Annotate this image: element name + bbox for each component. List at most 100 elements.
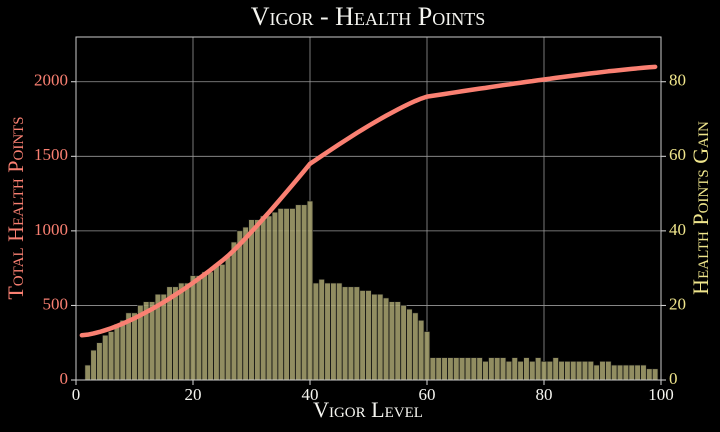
bar bbox=[113, 323, 121, 381]
bar bbox=[260, 215, 267, 381]
x-tick-label: 100 bbox=[648, 385, 674, 404]
bar bbox=[494, 357, 501, 381]
bar bbox=[622, 364, 629, 381]
x-tick-label: 40 bbox=[302, 385, 319, 404]
bar bbox=[148, 301, 156, 381]
y2-tick-label: 0 bbox=[669, 369, 678, 388]
bar bbox=[529, 361, 536, 381]
x-tick-label: 20 bbox=[185, 385, 202, 404]
bar bbox=[593, 364, 600, 381]
bar bbox=[213, 264, 220, 381]
bar bbox=[511, 357, 518, 381]
bar bbox=[552, 357, 559, 381]
bar bbox=[388, 301, 395, 381]
bar bbox=[581, 361, 589, 381]
bar bbox=[207, 271, 214, 381]
bar bbox=[283, 208, 290, 381]
bar bbox=[400, 305, 407, 381]
bar bbox=[108, 331, 115, 381]
bar bbox=[476, 357, 483, 381]
line bbox=[79, 64, 658, 338]
bar bbox=[453, 357, 460, 381]
y2-tick-label: 60 bbox=[669, 145, 686, 164]
bar bbox=[242, 226, 249, 381]
bar bbox=[406, 308, 413, 381]
bar bbox=[558, 361, 565, 381]
bar bbox=[616, 364, 624, 381]
bar bbox=[301, 204, 308, 381]
bar bbox=[605, 361, 612, 381]
bar bbox=[429, 357, 436, 381]
bar bbox=[119, 320, 126, 381]
y2-tick-label: 40 bbox=[669, 220, 686, 239]
y-tick-label: 2000 bbox=[34, 71, 68, 90]
bar bbox=[464, 357, 472, 381]
bar bbox=[499, 357, 507, 381]
bar bbox=[318, 279, 325, 381]
bar bbox=[488, 357, 495, 381]
bar bbox=[365, 290, 372, 381]
bar bbox=[535, 357, 542, 381]
bar bbox=[178, 282, 185, 381]
bar bbox=[377, 293, 384, 381]
bar bbox=[353, 286, 360, 381]
bar bbox=[84, 364, 91, 381]
bar bbox=[394, 301, 401, 381]
bar bbox=[371, 293, 378, 381]
bar bbox=[441, 357, 448, 381]
bar bbox=[412, 312, 419, 381]
bar bbox=[289, 208, 296, 381]
y2-axis-label: Health Points Gain bbox=[688, 121, 713, 295]
bar bbox=[611, 364, 618, 381]
y-tick-label: 0 bbox=[60, 369, 69, 388]
bar bbox=[546, 361, 553, 381]
bar bbox=[634, 364, 641, 381]
bar bbox=[254, 219, 261, 381]
bar bbox=[189, 275, 197, 381]
bar bbox=[248, 219, 255, 381]
bar bbox=[295, 204, 302, 381]
bar bbox=[470, 357, 477, 381]
bar bbox=[587, 361, 594, 381]
bar bbox=[306, 200, 314, 381]
bar bbox=[640, 364, 647, 381]
bar bbox=[418, 320, 425, 381]
bar bbox=[96, 342, 103, 381]
bar bbox=[459, 357, 466, 381]
bar bbox=[265, 215, 273, 381]
y2-tick-label: 80 bbox=[669, 71, 686, 90]
bar bbox=[482, 361, 489, 381]
bar bbox=[172, 286, 179, 381]
x-axis-label: Vigor Level bbox=[313, 397, 423, 422]
y2-tick-label: 20 bbox=[669, 294, 686, 313]
bar bbox=[102, 334, 109, 381]
bar bbox=[195, 275, 202, 381]
bar bbox=[90, 349, 97, 381]
y-tick-label: 1000 bbox=[34, 220, 68, 239]
bar bbox=[271, 211, 278, 381]
bar bbox=[236, 230, 243, 381]
y-tick-label: 500 bbox=[43, 294, 69, 313]
x-tick-label: 0 bbox=[72, 385, 81, 404]
bar bbox=[219, 264, 226, 381]
bar bbox=[517, 361, 524, 381]
bar bbox=[505, 361, 512, 381]
y-axis-label: Total Health Points bbox=[3, 116, 28, 299]
plot-frame bbox=[75, 36, 662, 381]
bar bbox=[652, 368, 659, 381]
bar bbox=[184, 282, 191, 381]
bar bbox=[435, 357, 442, 381]
x-tick-label: 80 bbox=[536, 385, 553, 404]
bar bbox=[277, 208, 284, 381]
bar bbox=[230, 241, 238, 381]
bar bbox=[131, 312, 138, 381]
bar bbox=[423, 331, 431, 381]
bar bbox=[359, 290, 366, 381]
bar bbox=[540, 361, 548, 381]
y-tick-label: 1500 bbox=[34, 145, 68, 164]
bar bbox=[312, 282, 319, 381]
bar bbox=[324, 282, 331, 381]
bar bbox=[160, 293, 167, 381]
bar bbox=[576, 361, 583, 381]
